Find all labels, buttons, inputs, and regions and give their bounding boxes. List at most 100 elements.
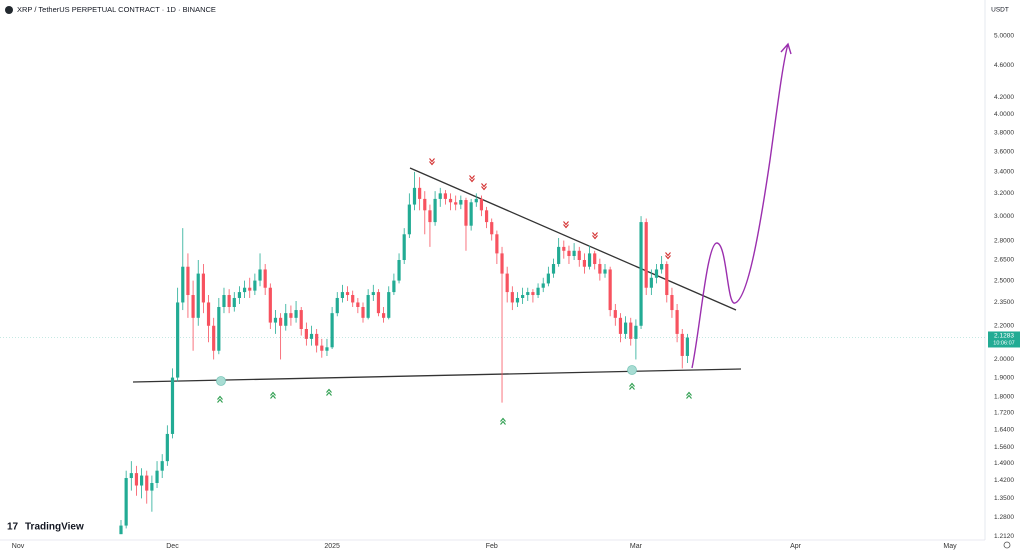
candle-body xyxy=(145,475,149,491)
currency-label: USDT xyxy=(991,7,1009,14)
x-tick-label: Feb xyxy=(486,543,498,550)
y-tick-label: 4.6000 xyxy=(994,62,1014,69)
candle-body xyxy=(464,200,468,226)
candle-body xyxy=(397,259,401,281)
candle-body xyxy=(541,283,545,288)
candle-body xyxy=(469,202,473,226)
sell-chevron xyxy=(469,175,475,180)
candle-body xyxy=(428,210,432,223)
candle-body xyxy=(263,269,267,288)
y-tick-label: 3.4000 xyxy=(994,169,1014,176)
candle-body xyxy=(320,345,324,351)
watermark-text: TradingView xyxy=(25,522,84,533)
sell-chevron xyxy=(429,158,435,163)
buy-chevron xyxy=(686,394,692,399)
candle-body xyxy=(551,264,556,274)
candle-body xyxy=(309,333,314,339)
watermark: 17 TradingView xyxy=(7,522,84,533)
candle-body xyxy=(248,287,252,291)
candle-body xyxy=(206,302,211,326)
x-tick-label: Mar xyxy=(630,543,643,550)
resistance-trendline xyxy=(409,167,737,311)
x-tick-label: 2025 xyxy=(324,543,340,550)
candle-body xyxy=(500,253,504,274)
sell-chevron xyxy=(592,235,598,240)
countdown-label: 10:06:07 xyxy=(993,340,1014,346)
candle-body xyxy=(325,347,329,351)
candle-body xyxy=(526,292,530,296)
y-tick-label: 4.0000 xyxy=(994,111,1014,118)
candle-body xyxy=(160,461,164,471)
candle-body xyxy=(665,264,669,296)
candle-body xyxy=(572,250,576,257)
x-tick-label: Dec xyxy=(166,543,179,550)
candle-body xyxy=(639,222,643,326)
candle-body xyxy=(433,198,437,223)
candle-body xyxy=(495,234,499,254)
candle-body xyxy=(356,302,360,308)
candle-body xyxy=(670,295,674,311)
candle-body xyxy=(119,525,123,535)
candle-body xyxy=(140,475,144,486)
y-tick-label: 3.2000 xyxy=(994,190,1014,197)
candle-body xyxy=(273,317,278,323)
candle-body xyxy=(407,204,411,235)
y-tick-label: 2.5000 xyxy=(994,277,1014,284)
candle-body xyxy=(675,310,679,334)
candle-body xyxy=(546,273,550,284)
candle-body xyxy=(660,264,664,270)
support-trendline xyxy=(132,368,742,383)
candle-body xyxy=(412,187,417,205)
candle-body xyxy=(521,295,525,298)
candle-body xyxy=(392,280,396,293)
candle-body xyxy=(186,266,190,296)
candle-body xyxy=(634,325,638,339)
y-tick-label: 3.6000 xyxy=(994,148,1014,155)
y-tick-label: 1.7200 xyxy=(994,409,1014,416)
candle-body xyxy=(279,317,283,326)
candle-body xyxy=(680,333,684,356)
buy-chevron xyxy=(686,391,692,396)
candle-body xyxy=(196,273,200,318)
y-tick-label: 2.3500 xyxy=(994,299,1014,306)
sell-chevron xyxy=(563,224,569,229)
touch-marker xyxy=(627,365,637,375)
sell-chevron xyxy=(563,221,569,226)
signal-markers xyxy=(217,158,692,425)
candle-body xyxy=(134,473,139,486)
candle-body xyxy=(443,193,447,199)
candle-body xyxy=(289,313,293,318)
candle-body xyxy=(479,198,484,211)
settings-gear[interactable] xyxy=(1003,541,1011,549)
candle-body xyxy=(124,478,128,526)
candle-body xyxy=(629,322,633,339)
y-tick-label: 2.0000 xyxy=(994,356,1014,363)
x-tick-label: Nov xyxy=(12,543,25,550)
candle-body xyxy=(330,313,334,348)
chart-title: XRP / TetherUS PERPETUAL CONTRACT · 1D ·… xyxy=(17,5,216,14)
buy-chevron xyxy=(500,417,506,422)
candle-body xyxy=(598,264,602,274)
candle-body xyxy=(176,302,180,378)
candle-body xyxy=(567,250,571,257)
candle-body xyxy=(181,266,185,303)
settings-icon[interactable] xyxy=(1003,541,1011,549)
candle-body xyxy=(459,200,463,205)
buy-chevron xyxy=(326,391,332,396)
candle-body xyxy=(212,325,216,351)
candle-body xyxy=(402,234,406,260)
y-tick-label: 1.6400 xyxy=(994,426,1014,433)
candle-body xyxy=(268,287,272,323)
candle-body xyxy=(170,377,175,434)
candle-body xyxy=(361,307,365,318)
candle-body xyxy=(603,269,607,274)
candle-body xyxy=(484,210,489,223)
sell-chevron xyxy=(665,255,671,260)
touch-marker xyxy=(216,376,226,386)
candle-body xyxy=(438,193,442,199)
candle-body xyxy=(222,295,226,308)
candle-body xyxy=(382,313,386,318)
candle-body xyxy=(593,253,597,265)
